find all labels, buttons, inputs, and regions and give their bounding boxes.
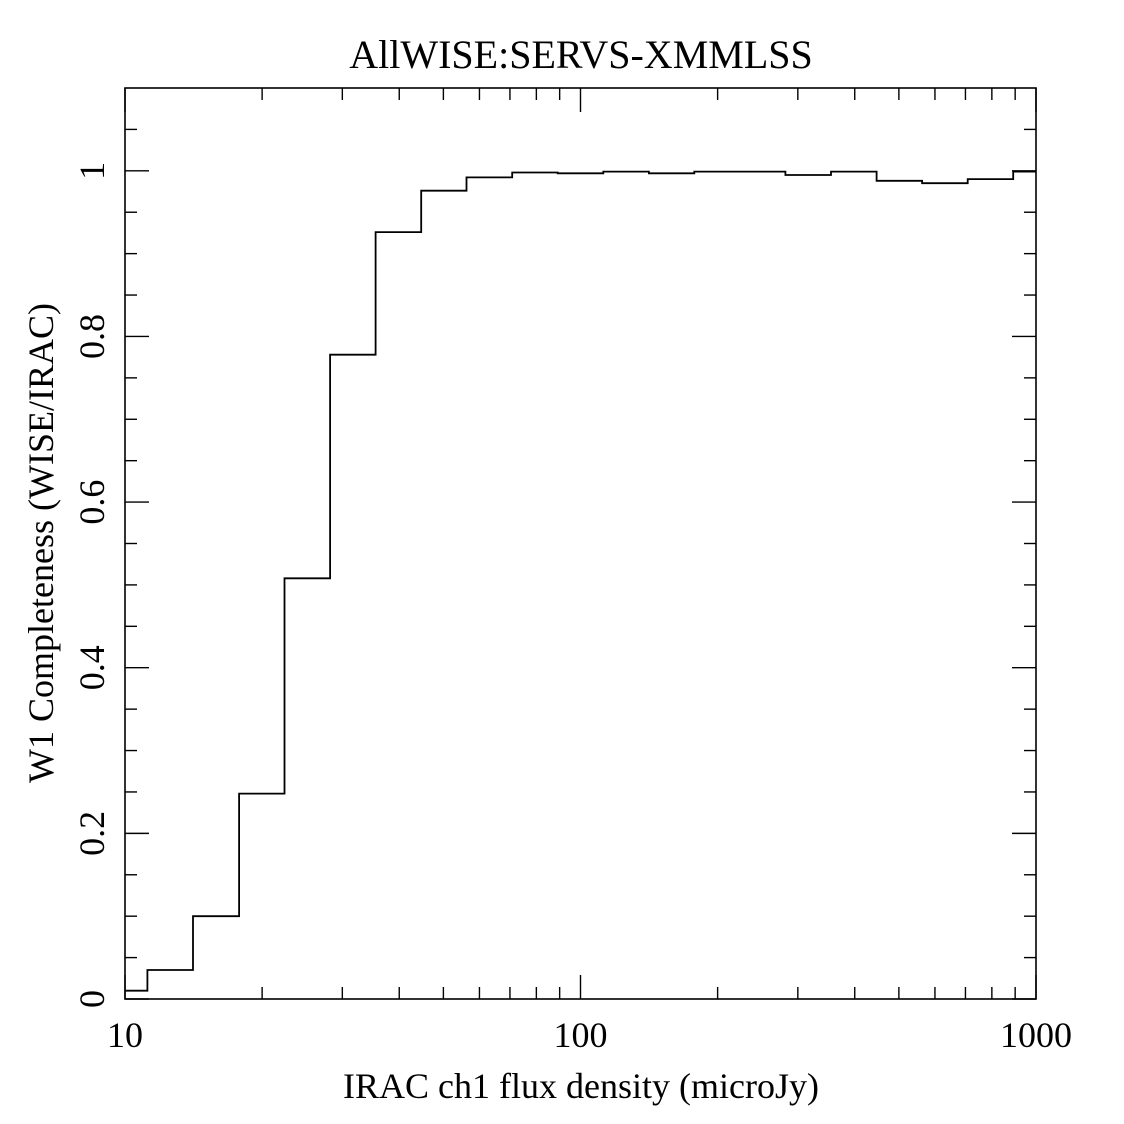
y-axis-label: W1 Completeness (WISE/IRAC) (21, 303, 61, 783)
x-tick-label: 1000 (1000, 1015, 1072, 1055)
x-tick-label: 100 (554, 1015, 608, 1055)
y-tick-label: 0.8 (72, 314, 112, 359)
y-tick-label: 0.6 (72, 480, 112, 525)
y-tick-label: 0 (72, 990, 112, 1008)
x-tick-label: 10 (107, 1015, 143, 1055)
plot-frame (124, 87, 1037, 1000)
minor-ticks (125, 88, 1036, 999)
tick-labels: 10 100 1000 0 0.2 0.4 0.6 0.8 1 (72, 162, 1072, 1055)
completeness-step-line (125, 170, 1036, 992)
y-tick-label: 0.2 (72, 811, 112, 856)
chart-title: AllWISE:SERVS-XMMLSS (349, 32, 813, 77)
y-tick-label: 1 (72, 162, 112, 180)
x-axis-label: IRAC ch1 flux density (microJy) (343, 1066, 819, 1106)
major-ticks (124, 88, 1037, 1000)
y-tick-label: 0.4 (72, 645, 112, 690)
